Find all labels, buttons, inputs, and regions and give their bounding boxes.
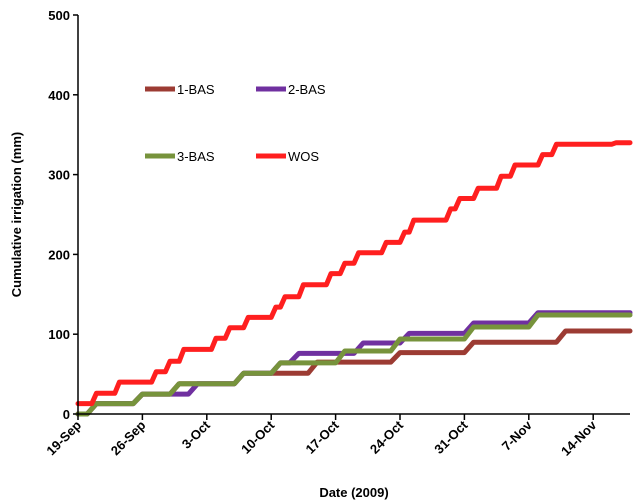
x-tick-label: 26-Sep [108,417,149,458]
plot-area [75,140,633,417]
x-tick-label: 14-Nov [558,417,600,459]
legend-label-3-bas: 3-BAS [177,149,215,164]
y-tick-label: 400 [48,88,70,103]
series-line-wos [75,140,633,407]
y-axis-title: Cumulative irrigation (mm) [9,132,24,297]
legend-label-2-bas: 2-BAS [288,82,326,97]
series-line-2-bas [75,310,633,417]
x-tick-label: 24-Oct [367,417,407,457]
x-axis-title: Date (2009) [319,485,388,500]
x-tick-label: 3-Oct [179,417,214,452]
x-tick-label: 31-Oct [431,417,471,457]
legend-label-wos: WOS [288,149,319,164]
x-tick-label: 7-Nov [499,417,536,454]
legend: 1-BAS 2-BAS 3-BAS WOS [145,82,326,164]
series-line-3-bas [75,312,633,417]
x-tick-label: 10-Oct [238,417,278,457]
y-tick-label: 0 [63,407,70,422]
x-tick-label: 17-Oct [302,417,342,457]
x-tick-label: 19-Sep [43,417,84,458]
y-tick-label: 300 [48,168,70,183]
y-tick-label: 200 [48,247,70,262]
y-tick-label: 500 [48,8,70,23]
axes: 0 100 200 300 400 500 19-Sep 26-Sep 3-Oct 10-Oct 1… [43,8,630,459]
legend-label-1-bas: 1-BAS [177,82,215,97]
y-tick-label: 100 [48,327,70,342]
